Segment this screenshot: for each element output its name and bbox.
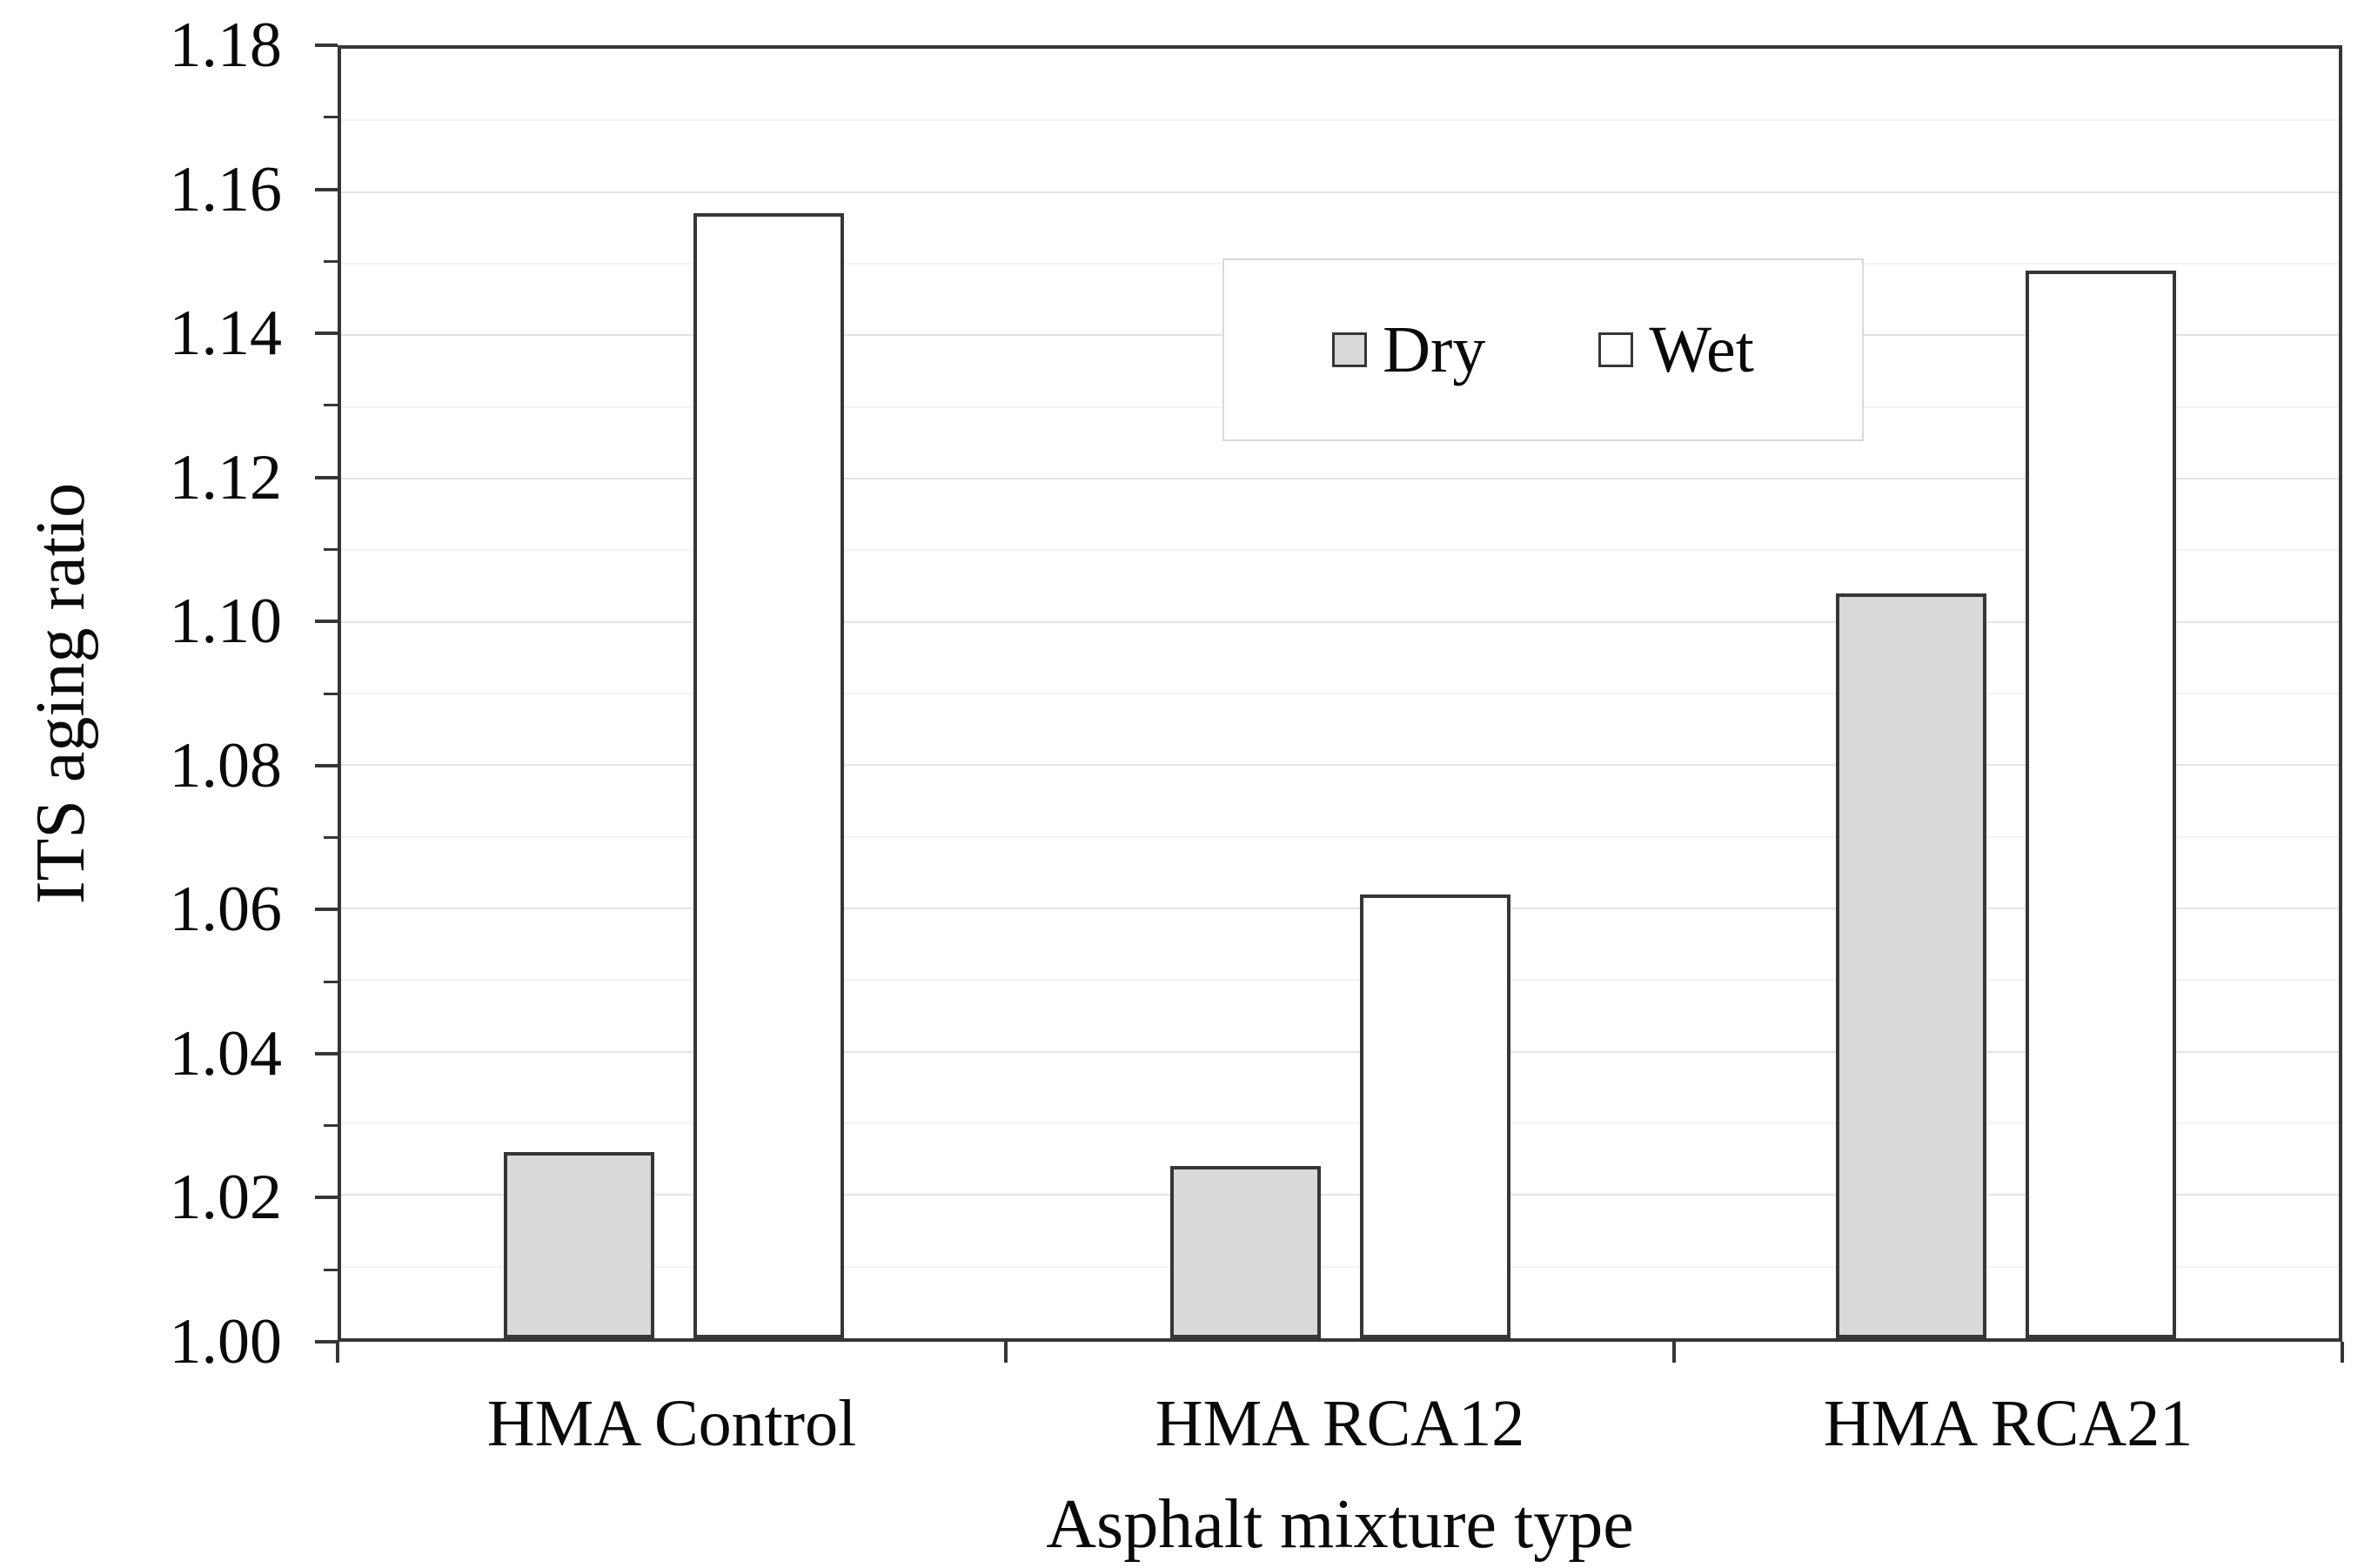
y-tick-minor [324,259,338,263]
y-tick-label: 1.18 [169,10,283,81]
y-tick-major [315,1340,338,1344]
y-tick-major [315,332,338,336]
y-tick-major [315,1051,338,1055]
x-axis-title: Asphalt mixture type [1046,1486,1634,1563]
gridline-major [341,191,2339,193]
gridline-minor [341,1265,2339,1268]
y-tick-label: 1.10 [169,586,283,658]
wet-swatch-icon [1598,332,1634,367]
y-tick-major [315,187,338,191]
gridline-major [341,764,2339,767]
gridline-minor [341,549,2339,552]
legend-item-wet: Wet [1598,315,1754,385]
bar-dry-hma-rca12 [1169,1166,1321,1338]
bar-wet-hma-rca21 [2025,271,2176,1338]
gridline-major [341,1194,2339,1196]
y-tick-minor [324,1268,338,1271]
y-tick-minor [324,116,338,119]
plot-inner [341,49,2339,1338]
dry-swatch-icon [1332,332,1368,367]
x-category-label: HMA RCA12 [1155,1387,1525,1460]
gridline-major [341,620,2339,623]
gridline-minor [341,693,2339,694]
y-tick-minor [324,980,338,983]
plot-area [338,45,2342,1342]
y-tick-minor [324,836,338,840]
y-tick-label: 1.06 [169,874,283,946]
x-category-label: HMA Control [486,1387,857,1460]
gridline-minor [341,119,2339,122]
y-tick-label: 1.12 [169,441,283,513]
gridline-major [341,478,2339,479]
y-tick-label: 1.02 [169,1162,283,1234]
bar-dry-hma-rca21 [1835,593,1986,1338]
y-tick-minor [324,404,338,407]
gridline-minor [341,1122,2339,1124]
legend-label-wet: Wet [1649,313,1754,386]
y-tick-label: 1.08 [169,729,283,801]
y-tick-major [315,763,338,767]
bar-dry-hma-control [504,1151,655,1338]
bar-wet-hma-rca12 [1359,894,1510,1338]
x-tick [336,1342,339,1363]
y-tick-minor [324,547,338,551]
gridline-minor [341,979,2339,982]
legend: Dry Wet [1222,258,1864,441]
y-tick-major [315,620,338,624]
y-tick-label: 1.16 [169,153,283,225]
y-tick-label: 1.14 [169,298,283,370]
y-tick-minor [324,692,338,695]
x-category-label: HMA RCA21 [1823,1387,2194,1460]
legend-label-dry: Dry [1383,313,1486,386]
y-tick-major [315,908,338,912]
x-tick [1672,1342,1676,1363]
legend-item-dry: Dry [1332,315,1485,385]
bar-wet-hma-control [693,213,845,1338]
gridline-major [341,908,2339,909]
gridline-minor [341,835,2339,838]
y-tick-major [315,475,338,479]
y-tick-minor [324,1124,338,1128]
gridline-major [341,1050,2339,1053]
y-tick-major [315,1196,338,1200]
y-tick-label: 1.04 [169,1017,283,1089]
y-tick-label: 1.00 [169,1306,283,1377]
x-tick [2341,1342,2344,1363]
x-tick [1004,1342,1008,1363]
y-tick-major [315,44,338,47]
